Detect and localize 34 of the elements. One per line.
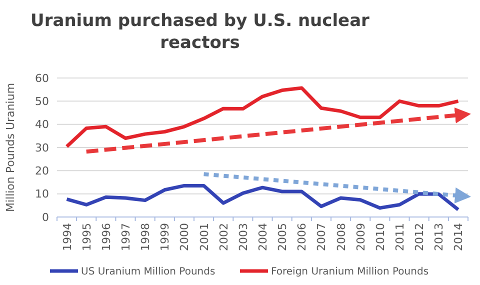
x-tick-label: 2001 — [198, 223, 211, 251]
x-tick-label: 1997 — [120, 223, 132, 251]
x-tick-label: 2002 — [217, 223, 230, 251]
y-axis-title: Million Pounds Uranium — [4, 82, 17, 212]
x-tick-label: 2006 — [296, 223, 309, 251]
y-tick-label: 10 — [35, 188, 49, 201]
x-tick-label: 2003 — [236, 223, 250, 251]
x-tick-label: 2011 — [394, 223, 406, 251]
x-tick-label: 2009 — [354, 223, 368, 251]
x-tick-label: 1995 — [80, 223, 94, 251]
legend-label: Foreign Uranium Million Pounds — [271, 266, 429, 278]
y-tick-label: 20 — [35, 164, 49, 178]
x-tick-label: 1994 — [60, 223, 74, 251]
x-tick-label: 2014 — [452, 223, 466, 251]
x-tick-label: 2013 — [432, 223, 446, 251]
y-tick-label: 50 — [35, 95, 49, 108]
x-tick-label: 1998 — [139, 223, 152, 251]
line-series — [65, 184, 460, 212]
x-tick-label: 2010 — [374, 223, 387, 251]
chart-title: Uranium purchased by U.S. nuclear reactors — [30, 11, 370, 53]
x-tick-label: 2004 — [256, 223, 270, 251]
x-tick-label: 2008 — [334, 223, 348, 251]
x-tick-label: 2000 — [178, 223, 192, 251]
legend-label: US Uranium Million Pounds — [81, 266, 216, 278]
y-tick-label: 40 — [35, 118, 49, 132]
x-tick-label: 2005 — [276, 223, 290, 251]
y-tick-label: 0 — [42, 210, 49, 224]
line-series — [65, 86, 460, 148]
x-tick-label: 2012 — [413, 223, 426, 251]
x-tick-label: 2007 — [315, 223, 328, 251]
x-tick-label: 1996 — [100, 223, 113, 251]
x-tick-label: 1999 — [158, 223, 172, 251]
y-tick-label: 30 — [35, 141, 49, 154]
y-tick-label: 60 — [35, 72, 49, 85]
